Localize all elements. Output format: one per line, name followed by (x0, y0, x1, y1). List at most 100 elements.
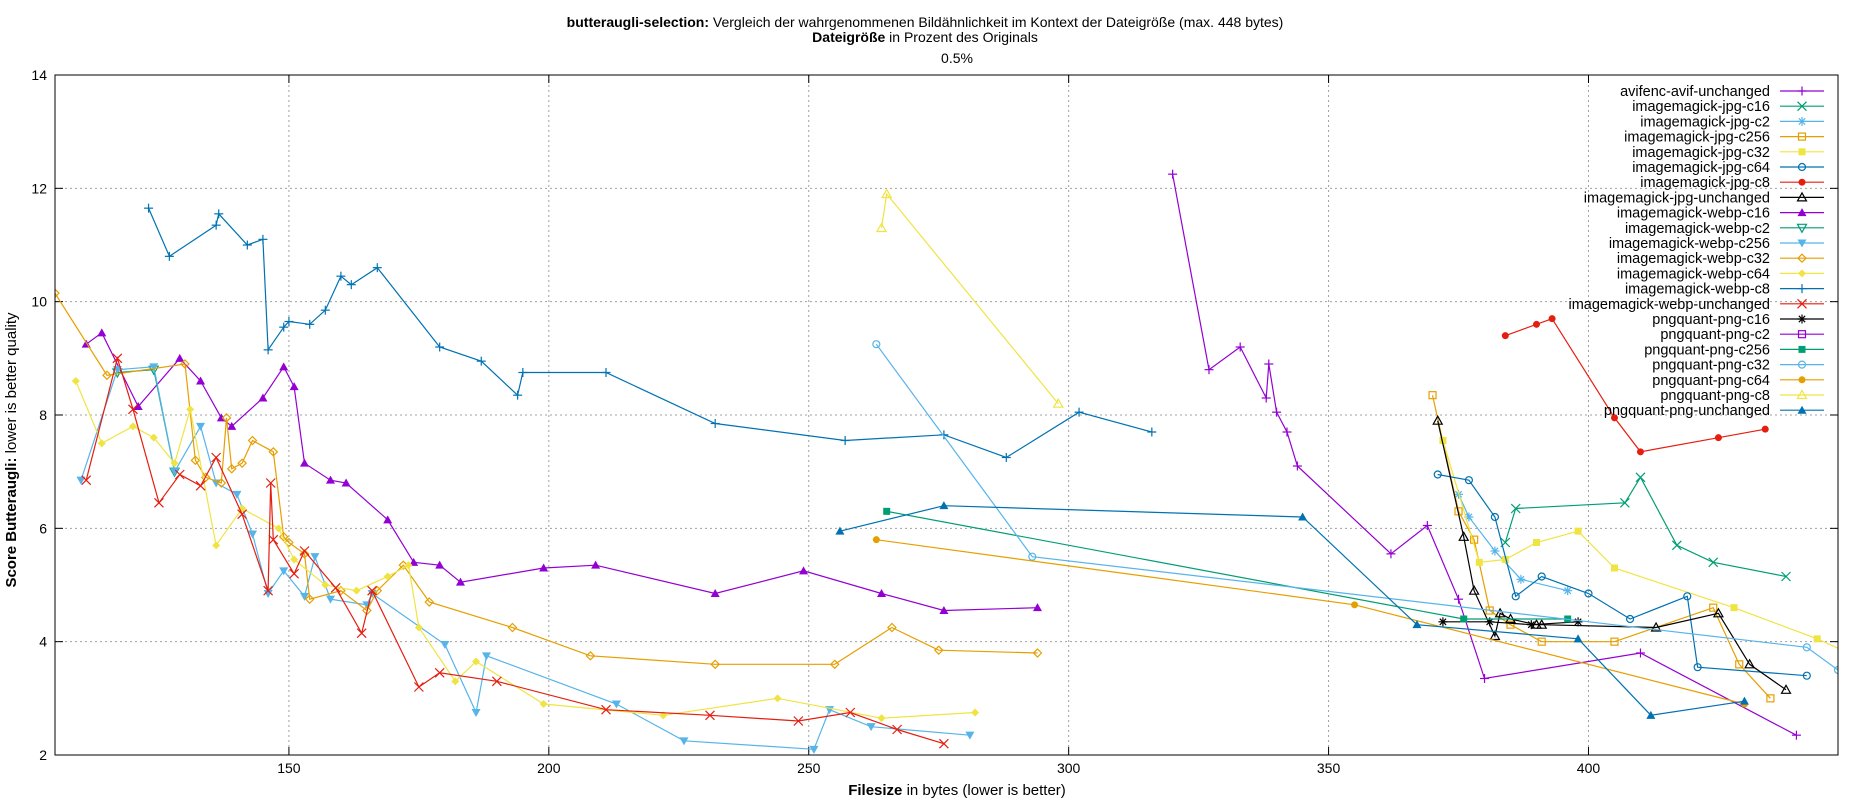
series-line (1442, 440, 1838, 649)
legend-label: imagemagick-jpg-c32 (1632, 145, 1770, 161)
legend-marker (1797, 239, 1807, 248)
legend-marker (1797, 116, 1807, 126)
x-axis-label: Filesize in bytes (lower is better) (848, 782, 1066, 799)
data-point (872, 340, 881, 349)
series-imagemagick-jpg-c16 (1500, 472, 1791, 582)
legend-label: imagemagick-jpg-c64 (1632, 160, 1770, 176)
data-point (190, 455, 201, 466)
data-point (263, 585, 274, 596)
data-point (1052, 397, 1064, 408)
legend-label: imagemagick-webp-c8 (1625, 282, 1770, 298)
data-point (1802, 671, 1811, 680)
data-point (1610, 637, 1619, 646)
data-point (1791, 730, 1801, 740)
data-point (1490, 512, 1500, 522)
data-point (424, 597, 435, 607)
legend-label: imagemagick-jpg-c8 (1640, 175, 1770, 191)
x-tick-label: 350 (1317, 760, 1341, 776)
data-point (1412, 620, 1422, 629)
legend-label: imagemagick-jpg-unchanged (1584, 190, 1770, 206)
data-point (170, 459, 179, 468)
legend-item: imagemagick-webp-c8 (1625, 282, 1824, 298)
data-point (793, 716, 804, 726)
data-point (1739, 696, 1749, 705)
data-point (154, 497, 164, 508)
data-point (965, 731, 975, 740)
y-tick-label: 2 (39, 747, 47, 763)
data-point (102, 370, 112, 381)
legend-item: imagemagick-jpg-unchanged (1584, 190, 1824, 206)
data-point (247, 435, 258, 446)
data-point (1780, 684, 1792, 694)
legend-marker (1797, 162, 1807, 172)
data-point (128, 422, 137, 431)
data-point (435, 560, 445, 569)
x-axis-label-rest: in bytes (lower is better) (902, 782, 1065, 799)
data-point (221, 412, 232, 423)
data-point (601, 368, 611, 377)
legend-marker (1796, 223, 1808, 234)
series-line (1431, 395, 1771, 699)
legend-marker (1798, 345, 1806, 353)
data-point (1458, 531, 1470, 541)
data-point (705, 710, 715, 721)
series-imagemagick-jpg-c32 (1439, 437, 1838, 649)
data-point (434, 667, 445, 678)
data-point (144, 203, 154, 213)
data-point (196, 376, 206, 385)
data-point (258, 234, 268, 244)
series-avifenc-avif-unchanged (1168, 169, 1801, 740)
data-point (268, 534, 279, 545)
data-point (330, 582, 341, 593)
chart-title-rest: Vergleich der wahrgenommenen Bildähnlich… (709, 14, 1283, 30)
data-point (507, 622, 518, 633)
legend-marker (1797, 298, 1807, 309)
data-point (1766, 694, 1775, 703)
data-point (300, 592, 310, 601)
data-point (310, 553, 320, 562)
series-imagemagick-webp-unchanged (81, 353, 949, 749)
data-point (585, 650, 596, 661)
legend-item: pngquant-png-c8 (1660, 388, 1824, 404)
legend-marker (1797, 253, 1807, 264)
data-point (1494, 607, 1506, 618)
data-point (872, 536, 880, 544)
series-imagemagick-webp-c16 (81, 328, 1042, 614)
legend-item: imagemagick-webp-unchanged (1568, 297, 1824, 313)
legend-item: imagemagick-jpg-c32 (1632, 145, 1824, 161)
series-imagemagick-jpg-c256 (1428, 391, 1775, 703)
series-imagemagick-webp-c8 (144, 203, 1157, 462)
data-point (362, 605, 372, 616)
legend-item: imagemagick-webp-c2 (1625, 221, 1824, 237)
data-point (1074, 407, 1084, 417)
data-point (611, 700, 621, 709)
data-point (1510, 503, 1521, 514)
legend-item: imagemagick-webp-c64 (1617, 266, 1824, 282)
data-point (326, 595, 336, 604)
data-point (1693, 663, 1702, 672)
data-point (372, 263, 382, 273)
data-point (939, 606, 949, 614)
legend: avifenc-avif-unchangedimagemagick-jpg-c1… (1568, 84, 1824, 419)
data-point (383, 515, 393, 524)
data-point (877, 714, 886, 723)
legend-label: pngquant-png-unchanged (1604, 403, 1770, 419)
data-point (1625, 614, 1635, 624)
data-point (289, 568, 300, 579)
legend-marker (1797, 132, 1807, 141)
x-tick-label: 200 (537, 760, 561, 776)
legend-item: pngquant-png-c64 (1652, 373, 1824, 389)
data-point (440, 641, 450, 649)
series-imagemagick-webp-c256 (76, 363, 975, 754)
data-point (601, 704, 611, 715)
data-point (112, 353, 123, 364)
data-point (1671, 540, 1682, 551)
legend-label: imagemagick-webp-c16 (1617, 206, 1770, 222)
data-point (232, 490, 242, 499)
data-point (892, 724, 903, 735)
data-point (1708, 557, 1719, 568)
y-tick-label: 10 (31, 294, 47, 310)
legend-marker (1797, 284, 1807, 294)
data-point (471, 709, 481, 717)
series-imagemagick-jpg-c64 (1433, 470, 1811, 680)
